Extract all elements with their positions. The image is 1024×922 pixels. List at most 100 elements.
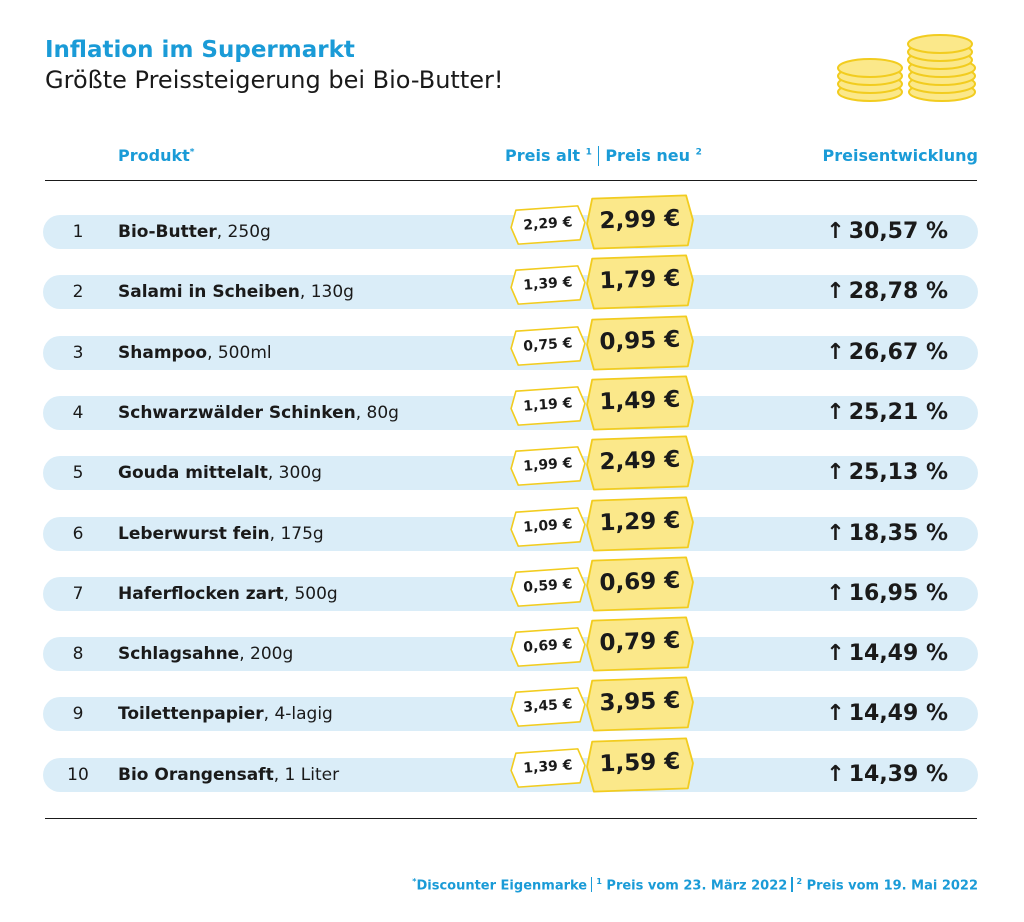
- row-background: [43, 215, 978, 249]
- footnote: *Discounter Eigenmarke 1 Preis vom 23. Mä…: [412, 877, 978, 894]
- rank-number: 1: [72, 222, 84, 242]
- column-header-preisentwicklung: Preisentwicklung: [822, 146, 978, 165]
- rank-number: 4: [72, 403, 84, 423]
- table-row: 8 Schlagsahne, 200g 0,69 € 0,79 € ↑ 14,49 %: [43, 616, 978, 672]
- new-price: 1,29 €: [599, 507, 681, 537]
- row-background: [43, 697, 978, 731]
- table-row: 1 Bio-Butter, 250g 2,29 € 2,99 € ↑ 30,57 %: [43, 194, 978, 250]
- up-arrow-icon: ↑: [826, 762, 845, 787]
- product-name: Bio Orangensaft, 1 Liter: [118, 765, 340, 785]
- old-price-tag: 0,59 €: [508, 565, 588, 608]
- new-price-tag: 3,95 €: [584, 675, 696, 733]
- row-background: [43, 577, 978, 611]
- new-price-tag: 1,29 €: [584, 495, 696, 553]
- table-row: 5 Gouda mittelalt, 300g 1,99 € 2,49 € ↑ 25,13…: [43, 435, 978, 491]
- row-background: [43, 396, 978, 430]
- rank-number: 2: [72, 282, 84, 302]
- old-price-tag: 3,45 €: [508, 685, 588, 728]
- up-arrow-icon: ↑: [826, 279, 845, 304]
- up-arrow-icon: ↑: [826, 340, 845, 365]
- column-header-preis: Preis alt 1 Preis neu 2: [505, 146, 702, 166]
- rank-number: 8: [72, 644, 84, 664]
- old-price-tag: 1,09 €: [508, 505, 588, 548]
- table-row: 6 Leberwurst fein, 175g 1,09 € 1,29 € ↑ 18,35…: [43, 496, 978, 552]
- new-price: 3,95 €: [599, 687, 681, 717]
- price-change: ↑ 18,35 %: [826, 521, 948, 546]
- up-arrow-icon: ↑: [826, 641, 845, 666]
- up-arrow-icon: ↑: [826, 460, 845, 485]
- old-price-tag: 1,99 €: [508, 444, 588, 487]
- new-price-tag: 0,79 €: [584, 615, 696, 673]
- new-price-tag: 0,95 €: [584, 314, 696, 372]
- up-arrow-icon: ↑: [826, 400, 845, 425]
- up-arrow-icon: ↑: [826, 581, 845, 606]
- new-price: 1,49 €: [599, 386, 681, 416]
- price-change: ↑ 30,57 %: [826, 219, 948, 244]
- up-arrow-icon: ↑: [826, 219, 845, 244]
- up-arrow-icon: ↑: [826, 701, 845, 726]
- coins-icon: [837, 34, 976, 102]
- table-row: 10 Bio Orangensaft, 1 Liter 1,39 € 1,59 € ↑ 1…: [43, 737, 978, 793]
- new-price-tag: 0,69 €: [584, 555, 696, 613]
- price-change: ↑ 14,39 %: [826, 762, 948, 787]
- product-name: Shampoo, 500ml: [118, 343, 272, 363]
- bottom-rule: [45, 818, 977, 820]
- new-price: 2,49 €: [599, 446, 681, 476]
- table-row: 3 Shampoo, 500ml 0,75 € 0,95 € ↑ 26,67 %: [43, 315, 978, 371]
- old-price-tag: 2,29 €: [508, 203, 588, 246]
- new-price-tag: 1,59 €: [584, 736, 696, 794]
- old-price-tag: 0,69 €: [508, 625, 588, 668]
- new-price-tag: 1,79 €: [584, 253, 696, 311]
- product-name: Toilettenpapier, 4-lagig: [118, 704, 333, 724]
- price-change: ↑ 25,13 %: [826, 460, 948, 485]
- header-separator: [597, 146, 600, 166]
- product-name: Leberwurst fein, 175g: [118, 524, 324, 544]
- new-price: 0,95 €: [599, 326, 681, 356]
- price-change: ↑ 26,67 %: [826, 340, 948, 365]
- row-background: [43, 758, 978, 792]
- chart-subtitle: Größte Preissteigerung bei Bio-Butter!: [45, 66, 504, 94]
- price-change: ↑ 25,21 %: [826, 400, 948, 425]
- old-price-tag: 1,39 €: [508, 263, 588, 306]
- rank-number: 6: [72, 524, 84, 544]
- row-background: [43, 456, 978, 490]
- table-row: 7 Haferflocken zart, 500g 0,59 € 0,69 € ↑ 16,…: [43, 556, 978, 612]
- product-name: Salami in Scheiben, 130g: [118, 282, 354, 302]
- price-change: ↑ 14,49 %: [826, 701, 948, 726]
- product-name: Bio-Butter, 250g: [118, 222, 271, 242]
- product-name: Gouda mittelalt, 300g: [118, 463, 322, 483]
- product-name: Haferflocken zart, 500g: [118, 584, 338, 604]
- new-price: 0,79 €: [599, 627, 681, 657]
- table-row: 9 Toilettenpapier, 4-lagig 3,45 € 3,95 € ↑ 14…: [43, 676, 978, 732]
- old-price-tag: 1,19 €: [508, 384, 588, 427]
- table-row: 4 Schwarzwälder Schinken, 80g 1,19 € 1,49 €…: [43, 375, 978, 431]
- column-header-produkt: Produkt*: [118, 146, 195, 165]
- top-rule: [45, 180, 977, 182]
- price-change: ↑ 28,78 %: [826, 279, 948, 304]
- chart-title: Inflation im Supermarkt: [45, 37, 355, 63]
- table-row: 2 Salami in Scheiben, 130g 1,39 € 1,79 € ↑ 28…: [43, 254, 978, 310]
- rank-number: 5: [72, 463, 84, 483]
- rank-number: 9: [72, 704, 84, 724]
- new-price: 1,59 €: [599, 748, 681, 778]
- row-background: [43, 517, 978, 551]
- old-price-tag: 0,75 €: [508, 324, 588, 367]
- row-background: [43, 637, 978, 671]
- new-price-tag: 2,99 €: [584, 193, 696, 251]
- price-change: ↑ 14,49 %: [826, 641, 948, 666]
- row-background: [43, 336, 978, 370]
- price-change: ↑ 16,95 %: [826, 581, 948, 606]
- rank-number: 10: [67, 765, 89, 785]
- old-price-tag: 1,39 €: [508, 746, 588, 789]
- new-price: 0,69 €: [599, 567, 681, 597]
- new-price-tag: 1,49 €: [584, 374, 696, 432]
- product-name: Schwarzwälder Schinken, 80g: [118, 403, 399, 423]
- new-price: 2,99 €: [599, 205, 681, 235]
- rank-number: 3: [72, 343, 84, 363]
- new-price: 1,79 €: [599, 265, 681, 295]
- up-arrow-icon: ↑: [826, 521, 845, 546]
- rank-number: 7: [72, 584, 84, 604]
- product-name: Schlagsahne, 200g: [118, 644, 294, 664]
- new-price-tag: 2,49 €: [584, 434, 696, 492]
- row-background: [43, 275, 978, 309]
